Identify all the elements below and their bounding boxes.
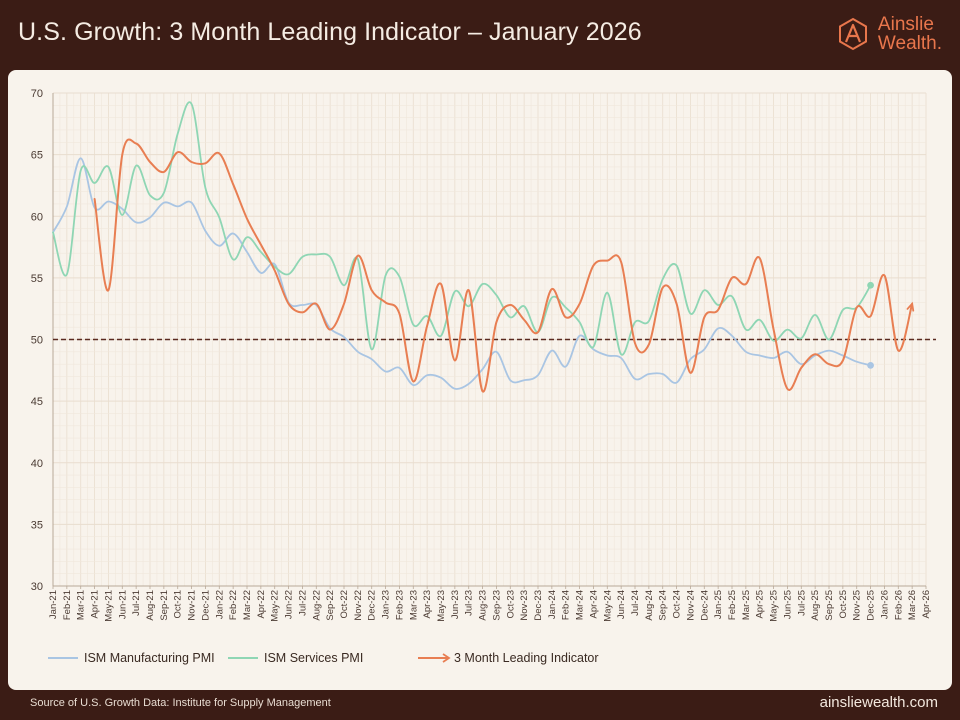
x-tick-label: Dec-24: [699, 590, 710, 621]
brand-logo[interactable]: Ainslie Wealth.: [836, 12, 942, 56]
y-tick-label: 35: [31, 519, 43, 531]
x-tick-label: Jul-24: [630, 590, 641, 616]
brand-name: Ainslie Wealth.: [878, 15, 942, 53]
x-tick-label: May-25: [769, 590, 780, 622]
header-bar: U.S. Growth: 3 Month Leading Indicator –…: [0, 0, 960, 68]
y-tick-label: 65: [31, 150, 43, 162]
x-tick-label: Jul-23: [464, 590, 475, 616]
x-tick-label: Mar-25: [741, 590, 752, 620]
x-tick-label: Sep-21: [159, 590, 170, 621]
y-tick-label: 30: [31, 581, 43, 593]
website-link[interactable]: ainsliewealth.com: [819, 694, 938, 711]
x-tick-label: Feb-21: [62, 590, 73, 620]
x-tick-label: Jun-23: [450, 590, 461, 619]
chart-panel: 30 35 40 45 50 55 60 65 70 Jan-21 Feb-21 Mar-21 Apr-…: [8, 70, 952, 690]
y-tick-label: 45: [31, 396, 43, 408]
x-tick-label: Oct-23: [505, 590, 516, 619]
x-tick-label: Jun-24: [616, 590, 627, 619]
x-tick-label: May-23: [436, 590, 447, 622]
x-tick-label: Aug-24: [644, 590, 655, 621]
x-tick-label: Feb-23: [394, 590, 405, 620]
y-tick-label: 70: [31, 88, 43, 100]
x-tick-label: Jun-21: [117, 590, 128, 619]
x-tick-label: Jan-22: [214, 590, 225, 619]
legend-label-services-pmi: ISM Services PMI: [264, 651, 363, 665]
x-tick-label: Oct-25: [838, 590, 849, 619]
x-tick-label: Aug-21: [145, 590, 156, 621]
x-tick-label: Jun-25: [782, 590, 793, 619]
x-tick-label: Feb-26: [893, 590, 904, 620]
x-tick-label: Oct-21: [173, 590, 184, 619]
x-tick-label: Apr-23: [422, 590, 433, 619]
x-tick-label: Nov-25: [852, 590, 863, 621]
series-line-leading-indicator: [93, 138, 914, 393]
y-tick-label: 55: [31, 273, 43, 285]
x-tick-label: Jul-25: [796, 590, 807, 616]
ainslie-logo-icon: [838, 17, 867, 51]
x-tick-label: Mar-24: [575, 590, 586, 620]
x-tick-label: Sep-23: [491, 590, 502, 621]
x-tick-label: Apr-26: [921, 590, 932, 619]
x-tick-label: Jun-22: [284, 590, 295, 619]
x-tick-label: Jan-24: [547, 590, 558, 619]
x-tick-label: Apr-21: [90, 590, 101, 619]
x-tick-label: Nov-24: [685, 590, 696, 621]
x-tick-label: Nov-21: [187, 590, 198, 621]
x-tick-label: Mar-22: [242, 590, 253, 620]
series-end-arrow-leading-indicator: [906, 301, 915, 312]
x-tick-label: May-21: [103, 590, 114, 622]
brand-line-2: Wealth.: [877, 33, 942, 54]
x-tick-label: Apr-22: [256, 590, 267, 619]
x-tick-label: Jul-22: [297, 590, 308, 616]
x-tick-label: May-24: [602, 590, 613, 622]
x-tick-label: Mar-23: [408, 590, 419, 620]
x-tick-label: Dec-23: [533, 590, 544, 621]
series-line-services-pmi: [52, 101, 872, 356]
source-note: Source of U.S. Growth Data: Institute fo…: [30, 697, 331, 709]
x-tick-label: Jan-21: [48, 590, 59, 619]
legend-arrow-icon: [442, 653, 451, 663]
y-tick-label: 50: [31, 335, 43, 347]
series-line-manufacturing-pmi: [52, 157, 872, 390]
x-tick-label: Dec-25: [866, 590, 877, 621]
x-tick-label: Feb-22: [228, 590, 239, 620]
x-tick-label: Sep-22: [325, 590, 336, 621]
x-tick-label: Oct-22: [339, 590, 350, 619]
x-tick-label: Mar-26: [907, 590, 918, 620]
x-tick-label: Oct-24: [672, 590, 683, 619]
series-end-point-services-pmi: [867, 281, 874, 289]
x-tick-label: Sep-25: [824, 590, 835, 621]
x-tick-label: May-22: [270, 590, 281, 622]
x-tick-label: Apr-24: [588, 590, 599, 619]
x-tick-label: Aug-23: [478, 590, 489, 621]
legend-label-manufacturing-pmi: ISM Manufacturing PMI: [84, 651, 215, 665]
x-tick-label: Dec-21: [200, 590, 211, 621]
x-tick-label: Sep-24: [658, 590, 669, 621]
x-tick-label: Aug-25: [810, 590, 821, 621]
x-tick-label: Jul-21: [131, 590, 142, 616]
x-tick-label: Feb-24: [561, 590, 572, 620]
x-tick-label: Jan-23: [381, 590, 392, 619]
y-tick-label: 60: [31, 211, 43, 223]
x-tick-label: Nov-22: [353, 590, 364, 621]
x-tick-label: Jan-26: [879, 590, 890, 619]
y-tick-label: 40: [31, 458, 43, 470]
legend-label-leading-indicator: 3 Month Leading Indicator: [454, 651, 599, 665]
brand-line-1: Ainslie: [877, 14, 934, 35]
x-tick-label: Aug-22: [311, 590, 322, 621]
x-tick-label: Nov-23: [519, 590, 530, 621]
x-tick-label: Jan-25: [713, 590, 724, 619]
series-end-point-manufacturing-pmi: [867, 361, 874, 369]
x-tick-label: Apr-25: [755, 590, 766, 619]
x-tick-label: Mar-21: [76, 590, 87, 620]
page-title: U.S. Growth: 3 Month Leading Indicator –…: [18, 18, 642, 46]
x-tick-label: Feb-25: [727, 590, 738, 620]
x-tick-label: Dec-22: [367, 590, 378, 621]
